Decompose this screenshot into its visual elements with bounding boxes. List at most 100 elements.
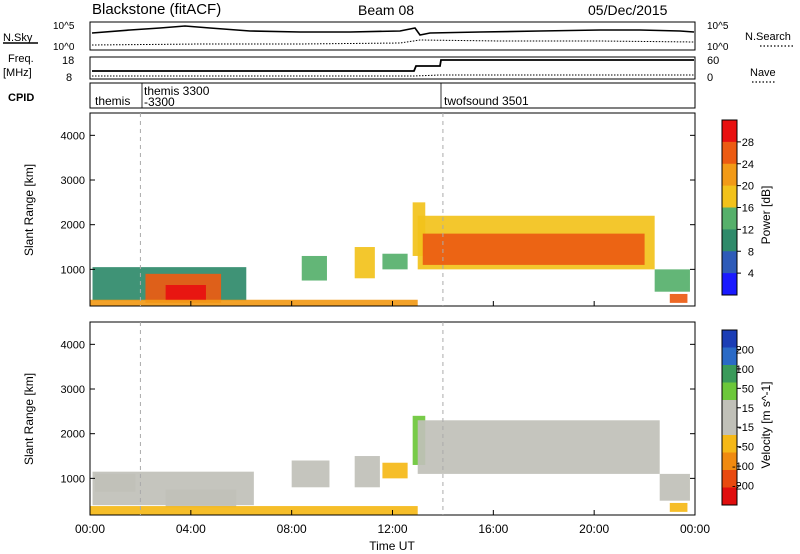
velocity-colorbar-swatch-6	[722, 435, 737, 453]
velocity-colorbar-tick-label-1: 100	[736, 364, 754, 376]
power-colorbar-swatch-2	[722, 163, 737, 187]
velocity-colorbar-swatch-9	[722, 487, 737, 506]
nsearch-label: N.Search	[745, 31, 791, 43]
x-tick-label-5: 20:00	[579, 522, 609, 536]
power-colorbar-swatch-6	[722, 251, 737, 274]
velocity-colorbar-tick-label-5: -50	[738, 442, 754, 454]
velocity-region-6	[382, 462, 408, 479]
velocity-region-4	[291, 460, 330, 488]
velocity-colorbar-label: Velocity [m s^-1]	[759, 382, 773, 469]
cpid-panel: CPID themis themis 3300 -3300 twofsound …	[8, 82, 696, 109]
nsky-panel: N.Sky 10^5 10^0 10^5 10^0 N.Search	[3, 21, 795, 53]
velocity-colorbar-tick-label-6: -100	[732, 461, 754, 473]
power-colorbar: 4 8 12 16 20 24 28	[721, 119, 754, 296]
power-ylabel: Slant Range [km]	[22, 164, 36, 256]
velocity-colorbar-swatch-4	[722, 400, 737, 418]
power-colorbar-swatch-1	[722, 141, 737, 165]
x-tick-label-0: 00:00	[75, 522, 105, 536]
cpid-entry-minus-3300: -3300	[144, 95, 175, 109]
station-title: Blackstone (fitACF)	[92, 1, 221, 18]
power-panel: 1000 2000 3000 4000 Slant Range [km]	[22, 112, 696, 307]
x-tick-label-6: 00:00	[680, 522, 710, 536]
power-region-4	[301, 255, 327, 281]
power-ytick-label-0: 1000	[61, 264, 85, 276]
power-region-2	[165, 285, 206, 301]
velocity-ytick-label-3: 4000	[61, 339, 85, 351]
velocity-colorbar-swatch-7	[722, 452, 737, 471]
power-region-6	[382, 253, 408, 270]
velocity-colorbar: 200 100 50 15 -15 -50 -100 -200	[721, 329, 754, 506]
cpid-entry-themis-3300: themis 3300	[144, 84, 210, 98]
beam-label: Beam 08	[358, 2, 414, 18]
power-ytick-label-3: 4000	[61, 130, 85, 142]
velocity-ytick-label-0: 1000	[61, 473, 85, 485]
power-colorbar-tick-label-0: 4	[748, 268, 754, 280]
x-tick-label-2: 08:00	[277, 522, 307, 536]
velocity-colorbar-tick-label-3: 15	[742, 403, 754, 415]
velocity-panel: 1000 2000 3000 4000 Slant Range [km]	[22, 321, 696, 516]
power-ytick-label-2: 3000	[61, 175, 85, 187]
velocity-region-8	[417, 420, 660, 474]
power-colorbar-swatch-4	[722, 207, 737, 230]
freq-trace	[92, 59, 694, 72]
nave-tick-top: 60	[707, 55, 719, 67]
nsky-top-tick-right: 10^5	[707, 21, 729, 32]
nsearch-trace	[91, 39, 695, 46]
x-tick-label-4: 16:00	[478, 522, 508, 536]
velocity-colorbar-tick-label-2: 50	[742, 383, 754, 395]
velocity-colorbar-swatch-8	[722, 470, 737, 488]
velocity-ytick-label-1: 2000	[61, 429, 85, 441]
nave-tick-bottom: 0	[707, 72, 713, 84]
velocity-region-3	[90, 506, 418, 515]
power-colorbar-tick-label-5: 24	[742, 159, 754, 171]
velocity-region-9	[659, 473, 690, 501]
time-axis-ticks: 00:00 04:00 08:00 12:00 16:00 20:00 00:00	[75, 522, 710, 536]
power-colorbar-swatch-0	[722, 120, 737, 143]
power-colorbar-tick-label-2: 12	[742, 224, 754, 236]
power-colorbar-swatch-5	[722, 229, 737, 252]
freq-tick-bottom: 8	[66, 72, 72, 84]
velocity-colorbar-swatch-3	[722, 382, 737, 401]
freq-unit-label: [MHz]	[3, 67, 32, 79]
x-axis-label: Time UT	[369, 539, 415, 553]
date-label: 05/Dec/2015	[588, 2, 668, 18]
power-colorbar-tick-label-4: 20	[742, 181, 754, 193]
velocity-colorbar-tick-label-7: -200	[732, 481, 754, 493]
velocity-ylabel: Slant Range [km]	[22, 373, 36, 465]
freq-tick-top: 18	[62, 55, 74, 67]
nsky-top-tick-left: 10^5	[53, 21, 75, 32]
velocity-region-10	[669, 502, 688, 512]
velocity-colorbar-swatch-0	[722, 330, 737, 348]
freq-label: Freq.	[8, 53, 34, 65]
nsky-bottom-tick-left: 10^0	[53, 42, 75, 53]
power-colorbar-label: Power [dB]	[759, 186, 773, 245]
velocity-colorbar-frame	[721, 329, 738, 506]
nave-trace	[92, 74, 694, 77]
freq-panel: Freq. [MHz] 18 8 60 0 Nave	[3, 53, 776, 84]
power-colorbar-swatch-7	[722, 273, 737, 296]
power-colorbar-tick-label-1: 8	[748, 246, 754, 258]
power-region-10	[654, 269, 690, 292]
power-region-5	[354, 247, 375, 279]
velocity-colorbar-tick-label-0: 200	[736, 344, 754, 356]
power-colorbar-tick-label-3: 16	[742, 203, 754, 215]
cpid-entry-themis: themis	[95, 94, 130, 108]
power-region-11	[669, 293, 688, 303]
power-region-3	[90, 299, 418, 306]
velocity-region-2	[165, 489, 237, 508]
nave-label: Nave	[750, 67, 776, 79]
velocity-region-5	[354, 456, 380, 488]
x-tick-label-3: 12:00	[377, 522, 407, 536]
nsky-label: N.Sky	[3, 32, 33, 44]
velocity-ytick-label-2: 3000	[61, 384, 85, 396]
cpid-entry-twofsound: twofsound 3501	[444, 94, 529, 108]
velocity-region-1	[95, 473, 136, 492]
power-colorbar-tick-label-6: 28	[742, 137, 754, 149]
nsky-trace	[91, 25, 695, 36]
velocity-colorbar-tick-label-4: -15	[738, 422, 754, 434]
cpid-label: CPID	[8, 92, 34, 104]
nsky-bottom-tick-right: 10^0	[707, 42, 729, 53]
x-tick-label-1: 04:00	[176, 522, 206, 536]
velocity-colorbar-swatch-2	[722, 365, 737, 383]
power-region-9	[422, 233, 645, 265]
